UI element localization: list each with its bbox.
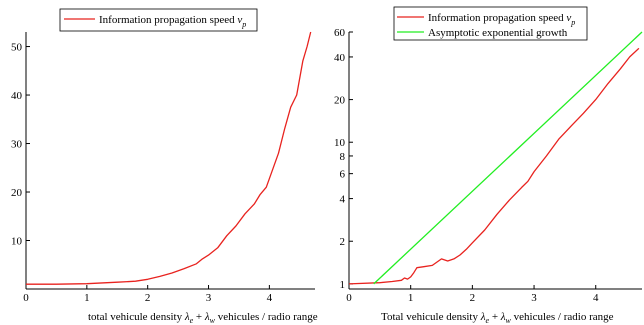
- x-tick-label-right-0: 0: [346, 292, 352, 304]
- plot-area-right: [349, 32, 642, 289]
- x-tick-label-left-3: 3: [206, 292, 212, 304]
- legend-right: Information propagation speed vp Asympto…: [393, 6, 588, 41]
- y-tick-label-left-1: 20: [11, 187, 23, 199]
- y-tick-label-right-4: 8: [340, 151, 346, 163]
- x-tick-label-left-2: 2: [145, 292, 151, 304]
- legend-left: Information propagation speed vp: [59, 8, 258, 32]
- y-tick-label-right-8: 60: [334, 27, 346, 39]
- x-tick-label-left-4: 4: [267, 292, 273, 304]
- legend-box-left: [59, 8, 258, 32]
- legend-label-right-1: Asymptotic exponential growth: [428, 27, 568, 39]
- x-tick-label-left-0: 0: [23, 292, 29, 304]
- y-tick-label-right-2: 4: [340, 194, 346, 206]
- y-ticks-right: 1 2 4 6 8 10 20 40 60: [334, 27, 353, 291]
- y-ticks-left: 10 20 30 40 50: [11, 42, 30, 248]
- x-tick-label-right-1: 1: [408, 292, 414, 304]
- series-line-left-0: [26, 31, 312, 285]
- x-axis-label-left: total vehicule density λe + λw vehicules…: [88, 311, 318, 325]
- x-ticks-left: 0 1 2 3 4: [23, 285, 273, 304]
- series-group-left: [26, 31, 312, 285]
- x-ticks-right: 0 1 2 3 4: [346, 285, 599, 304]
- chart-left: 0 1 2 3 4 10 20 30 40 50 Information propagation…: [11, 8, 318, 325]
- y-tick-label-left-0: 10: [11, 236, 23, 248]
- y-tick-label-left-4: 50: [11, 42, 23, 54]
- x-tick-label-left-1: 1: [84, 292, 90, 304]
- x-axis-label-right: Total vehicule density λe + λw vehicules…: [381, 311, 614, 325]
- series-line-right-1: [373, 31, 643, 285]
- series-group-right: [348, 31, 643, 285]
- y-tick-label-right-1: 2: [340, 236, 346, 248]
- y-tick-label-right-7: 40: [334, 52, 346, 64]
- legend-label-right-0: Information propagation speed vp: [428, 12, 575, 27]
- y-tick-label-right-5: 10: [334, 137, 346, 149]
- legend-label-left-0: Information propagation speed vp: [99, 14, 246, 29]
- x-tick-label-right-2: 2: [470, 292, 476, 304]
- y-tick-label-right-3: 6: [340, 169, 346, 181]
- x-tick-label-right-3: 3: [531, 292, 537, 304]
- plot-area-left: [26, 32, 315, 289]
- legend-box-right: [393, 6, 588, 41]
- y-tick-label-left-2: 30: [11, 139, 23, 151]
- x-tick-label-right-4: 4: [593, 292, 599, 304]
- y-tick-label-right-6: 20: [334, 95, 346, 107]
- series-line-right-0: [348, 47, 640, 285]
- y-tick-label-left-3: 40: [11, 90, 23, 102]
- y-tick-label-right-0: 1: [340, 279, 346, 291]
